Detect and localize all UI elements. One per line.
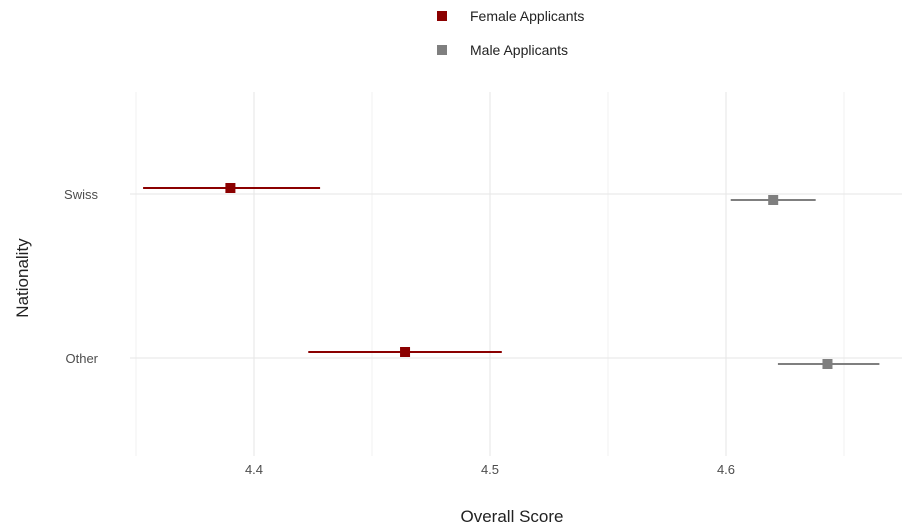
x-axis-title: Overall Score xyxy=(461,507,564,526)
x-tick-label: 4.5 xyxy=(481,462,499,477)
y-tick-label: Other xyxy=(65,351,98,366)
x-tick-label: 4.6 xyxy=(717,462,735,477)
data-point xyxy=(822,359,833,369)
legend-key xyxy=(437,11,447,21)
legend-label: Male Applicants xyxy=(470,42,568,58)
ticks-layer: 4.4 4.5 4.6 Swiss Other xyxy=(64,187,735,477)
x-tick-label: 4.4 xyxy=(245,462,263,477)
legend-key xyxy=(437,45,447,55)
data-point xyxy=(225,183,236,193)
legend: Female Applicants Male Applicants xyxy=(437,8,584,58)
data-point xyxy=(400,347,411,357)
marks-layer xyxy=(143,183,880,369)
y-tick-label: Swiss xyxy=(64,187,98,202)
y-axis-title: Nationality xyxy=(13,238,32,318)
grid-layer xyxy=(130,92,902,456)
data-point xyxy=(768,195,779,205)
legend-label: Female Applicants xyxy=(470,8,584,24)
